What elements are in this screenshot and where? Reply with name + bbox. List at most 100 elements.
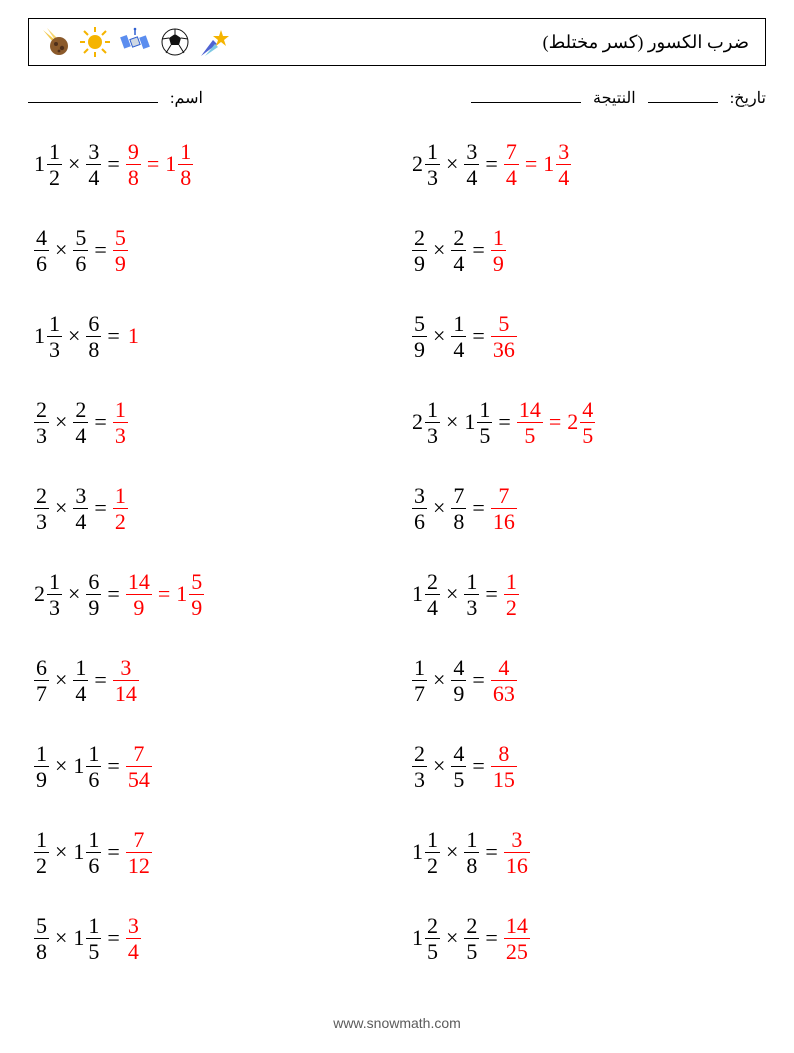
equals-sign: = — [466, 667, 490, 693]
times-operator: × — [440, 409, 464, 435]
equals-sign: = — [492, 409, 516, 435]
problem-row: 59×14=536 — [412, 308, 760, 364]
times-operator: × — [62, 151, 86, 177]
equals-sign: = — [101, 581, 125, 607]
equals-sign: = — [466, 323, 490, 349]
times-operator: × — [427, 237, 451, 263]
worksheet-page: ضرب الكسور (كسر مختلط) تاريخ: النتيجة اس… — [0, 0, 794, 1053]
problem-row: 125×25=1425 — [412, 910, 760, 966]
problem-row: 23×34=12 — [34, 480, 382, 536]
answer: 34 — [126, 914, 141, 963]
equals-sign: = — [466, 237, 490, 263]
times-operator: × — [427, 323, 451, 349]
shooting-star-icon — [199, 26, 231, 58]
header-box: ضرب الكسور (كسر مختلط) — [28, 18, 766, 66]
answer: 19 — [491, 226, 506, 275]
problem-row: 67×14=314 — [34, 652, 382, 708]
equals-sign: = — [479, 581, 503, 607]
worksheet-title: ضرب الكسور (كسر مختلط) — [543, 32, 749, 53]
problem-row: 19×116=754 — [34, 738, 382, 794]
times-operator: × — [49, 667, 73, 693]
times-operator: × — [62, 581, 86, 607]
answer: 815 — [491, 742, 517, 791]
answer: 314 — [113, 656, 139, 705]
answer: 754 — [126, 742, 152, 791]
answer: 59 — [113, 226, 128, 275]
answer: 13 — [113, 398, 128, 447]
equals-sign: = — [479, 151, 503, 177]
problem-row: 46×56=59 — [34, 222, 382, 278]
meta-right: تاريخ: النتيجة — [471, 88, 766, 108]
equals-sign: = — [101, 925, 125, 951]
soccer-ball-icon — [159, 26, 191, 58]
times-operator: × — [49, 925, 73, 951]
equals-sign: = — [88, 237, 112, 263]
problem-row: 124×13=12 — [412, 566, 760, 622]
equals-sign: = — [101, 753, 125, 779]
problem-row: 213×34=74=134 — [412, 136, 760, 192]
equals-sign: = — [88, 495, 112, 521]
times-operator: × — [49, 753, 73, 779]
problem-row: 112×34=98=118 — [34, 136, 382, 192]
times-operator: × — [440, 839, 464, 865]
times-operator: × — [427, 667, 451, 693]
meta-left: اسم: — [28, 88, 203, 108]
times-operator: × — [440, 581, 464, 607]
score-blank[interactable] — [471, 88, 581, 103]
problems-grid: 112×34=98=118213×34=74=13446×56=5929×24=… — [28, 136, 766, 966]
comet-icon — [39, 26, 71, 58]
problem-row: 17×49=463 — [412, 652, 760, 708]
date-label: تاريخ: — [730, 88, 766, 108]
times-operator: × — [49, 495, 73, 521]
name-blank[interactable] — [28, 88, 158, 103]
equals-sign: = — [88, 409, 112, 435]
answer: 536 — [491, 312, 517, 361]
answer: 463 — [491, 656, 517, 705]
times-operator: × — [427, 753, 451, 779]
times-operator: × — [440, 925, 464, 951]
equals-sign: = — [466, 495, 490, 521]
equals-sign: = — [466, 753, 490, 779]
equals-sign: = — [101, 323, 125, 349]
answer: 316 — [504, 828, 530, 877]
satellite-icon — [119, 26, 151, 58]
answer: 716 — [491, 484, 517, 533]
equals-sign: = — [88, 667, 112, 693]
header-icons — [39, 26, 231, 58]
name-label: اسم: — [170, 88, 203, 108]
answer: 149=159 — [126, 570, 204, 619]
times-operator: × — [49, 237, 73, 263]
answer: 1425 — [504, 914, 530, 963]
equals-sign: = — [101, 151, 125, 177]
footer-url: www.snowmath.com — [0, 1015, 794, 1031]
answer: 12 — [504, 570, 519, 619]
problem-row: 36×78=716 — [412, 480, 760, 536]
problem-row: 23×24=13 — [34, 394, 382, 450]
answer: 712 — [126, 828, 152, 877]
meta-row: تاريخ: النتيجة اسم: — [28, 88, 766, 108]
equals-sign: = — [479, 839, 503, 865]
answer: 145=245 — [517, 398, 595, 447]
date-blank[interactable] — [648, 88, 718, 103]
answer: 1 — [126, 323, 141, 349]
equals-sign: = — [101, 839, 125, 865]
problem-row: 29×24=19 — [412, 222, 760, 278]
times-operator: × — [440, 151, 464, 177]
score-label: النتيجة — [593, 88, 636, 108]
answer: 12 — [113, 484, 128, 533]
times-operator: × — [62, 323, 86, 349]
problem-row: 213×69=149=159 — [34, 566, 382, 622]
equals-sign: = — [479, 925, 503, 951]
problem-row: 213×115=145=245 — [412, 394, 760, 450]
answer: 98=118 — [126, 140, 193, 189]
times-operator: × — [427, 495, 451, 521]
problem-row: 112×18=316 — [412, 824, 760, 880]
problem-row: 58×115=34 — [34, 910, 382, 966]
problem-row: 113×68=1 — [34, 308, 382, 364]
problem-row: 23×45=815 — [412, 738, 760, 794]
sun-icon — [79, 26, 111, 58]
problem-row: 12×116=712 — [34, 824, 382, 880]
times-operator: × — [49, 409, 73, 435]
times-operator: × — [49, 839, 73, 865]
answer: 74=134 — [504, 140, 571, 189]
